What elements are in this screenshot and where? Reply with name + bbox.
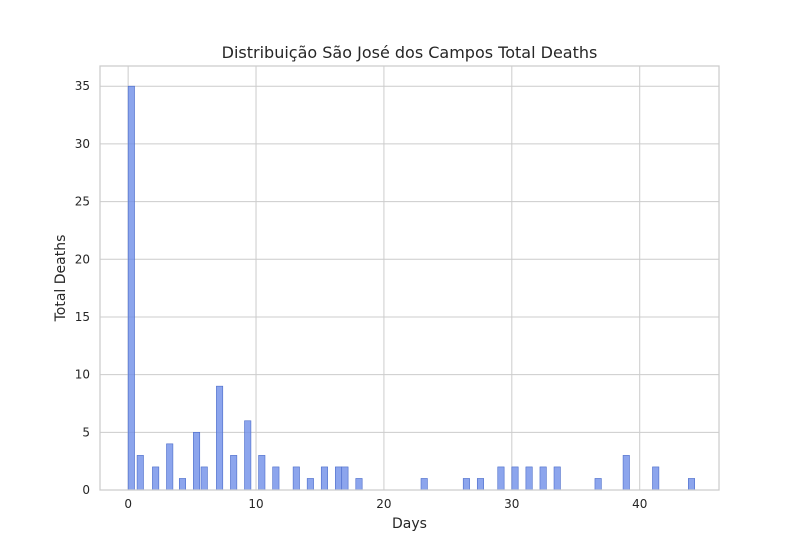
histogram-bar [136,455,144,491]
histogram-bar [622,455,630,491]
x-tick-label: 10 [248,497,263,511]
y-axis-label: Total Deaths [53,235,69,323]
y-tick-label: 10 [75,368,90,382]
histogram-bar [230,455,238,491]
histogram-bar [127,85,135,491]
x-tick-label: 20 [376,497,391,511]
histogram-bar [594,478,602,491]
histogram-bar [420,478,428,491]
y-tick-labels: 0 5 10 15 20 25 30 35 [75,79,90,497]
x-tick-label: 40 [632,497,647,511]
histogram-bar [193,432,201,491]
chart-title: Distribuição São José dos Campos Total D… [222,43,598,62]
histogram-bar [200,466,208,491]
plot-frame [99,65,720,491]
histogram-bar [553,466,561,491]
histogram-bar [341,466,349,491]
histogram-bar [476,478,484,491]
histogram-bar [244,420,252,491]
x-tick-label: 30 [504,497,519,511]
histogram-bar [178,478,186,491]
histogram-bar [539,466,547,491]
y-tick-label: 0 [82,483,90,497]
y-tick-label: 30 [75,137,90,151]
x-tick-labels: 0 10 20 30 40 [124,497,647,511]
y-tick-label: 25 [75,195,90,209]
bars [127,85,696,491]
y-tick-label: 5 [82,425,90,439]
grid-lines [100,66,719,491]
histogram-bar [306,478,314,491]
histogram-bar [525,466,533,491]
histogram-bar [511,466,519,491]
x-axis-label: Days [392,516,427,532]
y-tick-label: 35 [75,79,90,93]
histogram-bar [335,466,343,491]
histogram-bar [292,466,300,491]
histogram-bar [462,478,470,491]
x-tick-label: 0 [124,497,132,511]
histogram-bar [497,466,505,491]
histogram-bar [688,478,696,491]
y-tick-label: 20 [75,252,90,266]
histogram-bar [320,466,328,491]
histogram-bar [272,466,280,491]
histogram-bar [355,478,363,491]
histogram-bar [652,466,660,491]
histogram-bar [166,443,174,491]
histogram-bar [258,455,266,491]
histogram-bar [152,466,160,491]
y-tick-label: 15 [75,310,90,324]
histogram-bar [216,385,224,491]
